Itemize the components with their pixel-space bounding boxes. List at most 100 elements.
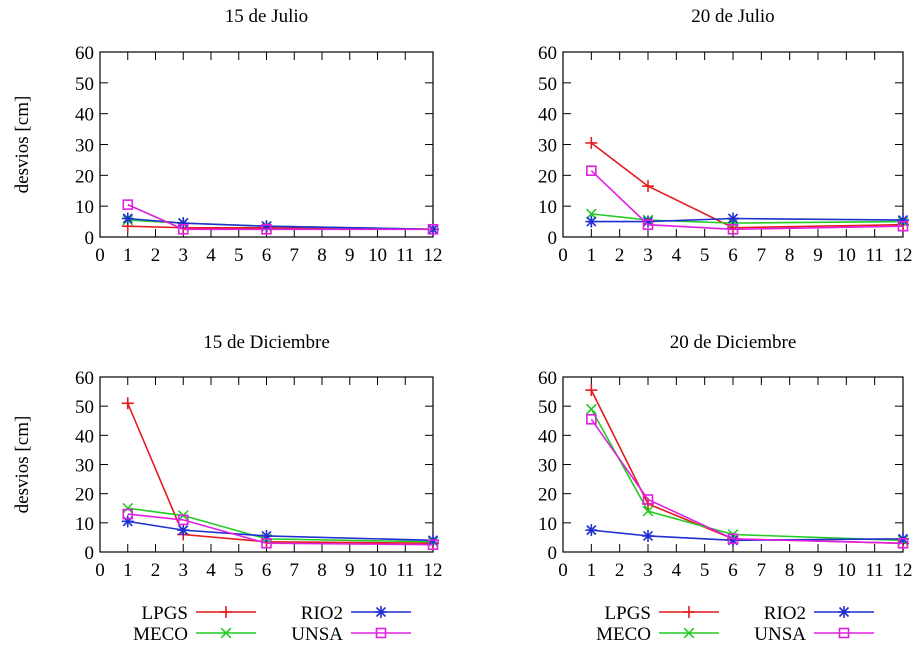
data-point-meco — [585, 208, 597, 220]
legend-marker-stroke — [220, 627, 232, 639]
data-point-unsa — [727, 533, 739, 545]
series-line-rio2 — [127, 217, 434, 231]
x-tick-label: 5 — [700, 245, 710, 266]
data-point-unsa — [261, 537, 272, 549]
data-point-unsa — [177, 223, 189, 235]
data-point-rio2 — [897, 214, 909, 227]
legend-item-meco: MECO — [596, 624, 719, 645]
data-point-unsa — [122, 199, 134, 210]
x-tick-label: 7 — [757, 560, 767, 581]
data-point-unsa — [177, 514, 189, 526]
x-tick-label: 10 — [368, 245, 387, 266]
x-tick-label: 12 — [424, 560, 443, 581]
data-point-unsa — [642, 494, 654, 505]
data-point-meco-stroke — [585, 208, 597, 220]
data-point-unsa-stroke — [897, 537, 909, 549]
series-line-rio2 — [591, 217, 904, 223]
y-tick-label: 40 — [75, 105, 94, 126]
data-point-rio2-stroke — [586, 216, 597, 227]
x-tick-label: 0 — [558, 245, 568, 266]
data-point-meco — [642, 505, 654, 517]
y-tick-label: 10 — [538, 514, 557, 535]
data-point-meco-stroke — [122, 502, 134, 514]
legend-marker-stroke — [375, 627, 387, 639]
data-point-unsa — [642, 219, 654, 230]
x-tick-label: 4 — [672, 245, 682, 266]
series-line-meco — [591, 213, 904, 224]
x-tick-label: 2 — [615, 560, 625, 581]
x-tick-label: 10 — [368, 560, 387, 581]
y-tick-label: 40 — [538, 426, 557, 447]
y-tick-label: 30 — [75, 456, 94, 477]
legend-label: MECO — [133, 624, 188, 645]
x-tick-label: 1 — [587, 245, 597, 266]
data-point-rio2 — [585, 215, 598, 228]
x-tick-label: 5 — [700, 560, 710, 581]
data-point-unsa-stroke — [586, 413, 597, 425]
data-point-unsa-stroke — [642, 494, 654, 505]
plot-frame — [99, 376, 434, 553]
data-point-rio2-stroke — [178, 218, 189, 229]
y-tick-label: 0 — [85, 543, 95, 564]
x-tick-label: 10 — [837, 245, 856, 266]
data-point-rio2-stroke — [897, 214, 909, 226]
legend-1: LPGS RIO2 MECO UNSA — [133, 603, 411, 645]
data-point-unsa — [586, 165, 597, 177]
data-point-unsa — [427, 223, 439, 235]
x-tick-label: 9 — [345, 560, 355, 581]
data-point-rio2-stroke — [642, 216, 654, 227]
y-tick-label: 10 — [75, 197, 94, 218]
legend-marker — [683, 606, 695, 618]
x-tick-label: 8 — [317, 560, 327, 581]
legend-item-unsa: UNSA — [291, 624, 411, 645]
x-tick-label: 3 — [643, 245, 653, 266]
y-tick-label: 30 — [538, 136, 557, 157]
y-tick-label: 20 — [75, 485, 94, 506]
x-tick-label: 3 — [179, 245, 189, 266]
data-point-unsa — [586, 413, 597, 425]
x-tick-label: 5 — [234, 560, 244, 581]
series-line-unsa — [127, 513, 434, 546]
series-line-meco — [590, 408, 904, 542]
legend-marker — [220, 606, 232, 618]
y-tick-label: 10 — [75, 514, 94, 535]
x-tick-label: 6 — [728, 245, 738, 266]
data-point-unsa-stroke — [261, 223, 272, 235]
chart-title: 20 de Julio — [691, 6, 774, 27]
x-tick-label: 11 — [866, 245, 884, 266]
x-tick-label: 8 — [317, 245, 327, 266]
y-tick-label: 50 — [75, 74, 94, 95]
x-tick-label: 1 — [587, 560, 597, 581]
data-point-rio2 — [585, 524, 598, 537]
series-line-rio2 — [127, 520, 434, 542]
x-tick-label: 12 — [424, 245, 443, 266]
data-point-rio2 — [642, 529, 654, 542]
legend-marker-stroke — [838, 606, 850, 618]
plot-frame — [99, 51, 434, 238]
x-tick-label: 6 — [262, 245, 272, 266]
legend-label: MECO — [596, 624, 651, 645]
y-tick-label: 60 — [538, 43, 557, 64]
legend-marker — [375, 627, 387, 639]
legend-label: UNSA — [291, 624, 343, 645]
x-tick-label: 6 — [728, 560, 738, 581]
data-point-meco-stroke — [585, 403, 597, 415]
legend-marker — [683, 627, 695, 639]
legend-label: LPGS — [605, 603, 651, 624]
data-point-unsa — [261, 223, 272, 235]
data-point-lpgs — [585, 384, 598, 397]
legend-label: UNSA — [754, 624, 806, 645]
data-point-rio2-stroke — [727, 213, 739, 224]
x-tick-label: 8 — [785, 560, 795, 581]
series-line-meco — [127, 507, 434, 543]
data-point-lpgs — [642, 180, 654, 193]
x-tick-label: 0 — [558, 560, 568, 581]
series-line-unsa — [590, 170, 904, 231]
series-line-unsa — [590, 418, 904, 545]
data-point-unsa-stroke — [586, 165, 597, 177]
data-point-rio2-stroke — [642, 530, 654, 542]
series-line-rio2 — [591, 529, 904, 542]
